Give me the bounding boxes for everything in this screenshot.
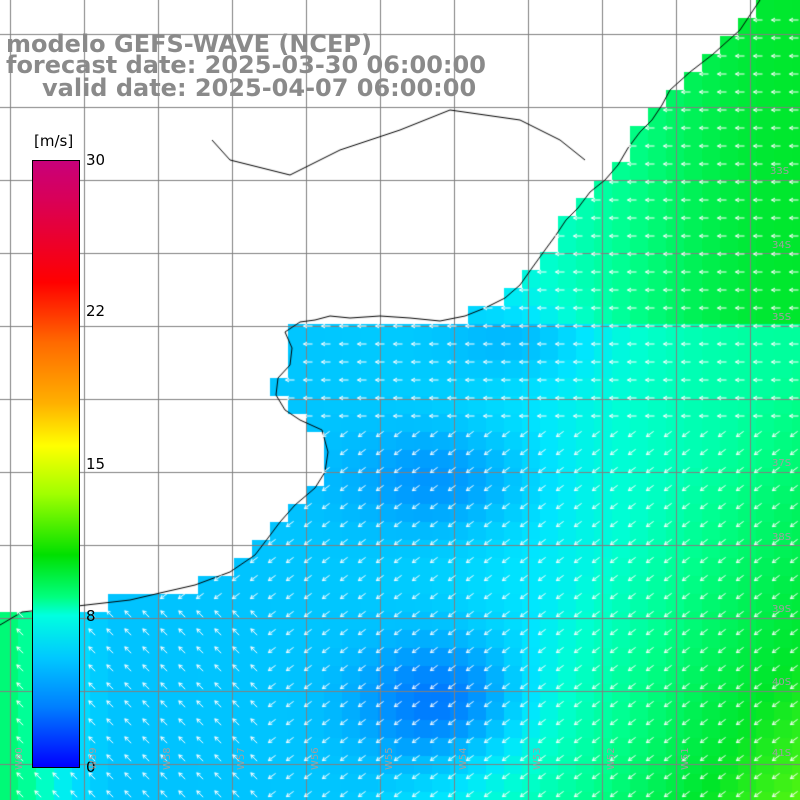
colorbar-tick-30: 30 xyxy=(86,151,106,169)
colorbar-tick-0: 0 xyxy=(86,758,96,776)
lat-label: 34S xyxy=(772,240,792,251)
colorbar-tick-15: 15 xyxy=(86,455,106,473)
map-title-model: modelo GEFS-WAVE (NCEP) xyxy=(6,30,372,58)
lon-label: W60 xyxy=(14,747,25,770)
map-title-valid-date: valid date: 2025-04-07 06:00:00 xyxy=(42,74,477,102)
lon-label: W55 xyxy=(384,747,395,770)
lon-label: W52 xyxy=(606,747,617,770)
lon-label: W56 xyxy=(310,747,321,770)
map-title-forecast-date: forecast date: 2025-03-30 06:00:00 xyxy=(6,51,486,79)
lat-label: 33S xyxy=(770,166,790,177)
lat-label: 35S xyxy=(772,312,792,323)
lon-label: W53 xyxy=(532,747,543,770)
lon-label: W59 xyxy=(88,747,99,770)
lat-label: 39S xyxy=(772,604,792,615)
colorbar-tick-8: 8 xyxy=(86,607,96,625)
colorbar-tick-22: 22 xyxy=(86,302,106,320)
lon-label: W54 xyxy=(458,747,469,770)
lat-label: 41S xyxy=(772,748,792,759)
colorbar xyxy=(32,160,80,768)
lon-label: W57 xyxy=(236,747,247,770)
lat-label: 38S xyxy=(772,532,792,543)
lat-label: 40S xyxy=(772,677,792,688)
colorbar-unit: [m/s] xyxy=(34,132,74,150)
lon-label: W58 xyxy=(162,747,173,770)
lon-label: W51 xyxy=(680,747,691,770)
lat-label: 37S xyxy=(772,458,792,469)
